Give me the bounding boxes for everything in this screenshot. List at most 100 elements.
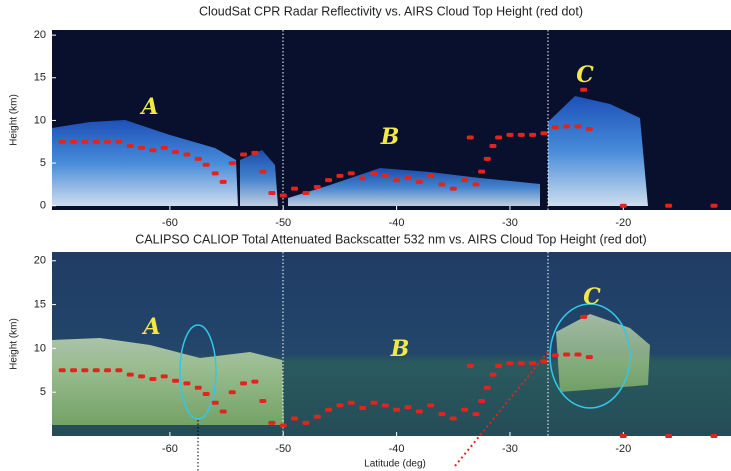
data-point xyxy=(115,368,123,373)
data-point xyxy=(393,178,401,183)
data-point xyxy=(415,409,423,414)
data-point xyxy=(489,372,497,377)
data-point xyxy=(427,173,435,178)
data-point xyxy=(219,179,227,184)
annotation: A xyxy=(141,314,160,340)
data-point xyxy=(495,363,503,368)
data-point xyxy=(381,403,389,408)
highlight-ellipse xyxy=(549,303,631,409)
data-point xyxy=(279,193,287,198)
data-point xyxy=(495,135,503,140)
data-point xyxy=(172,149,180,154)
data-point xyxy=(160,145,168,150)
data-point xyxy=(126,372,134,377)
data-point xyxy=(325,407,333,412)
radar-cloud xyxy=(548,96,648,206)
data-point xyxy=(81,139,89,144)
chart-title: CloudSat CPR Radar Reflectivity vs. AIRS… xyxy=(199,4,583,18)
data-point xyxy=(291,416,299,421)
data-point xyxy=(466,135,474,140)
data-point xyxy=(58,139,66,144)
data-point xyxy=(138,374,146,379)
x-tick-label: -20 xyxy=(615,217,631,229)
data-point xyxy=(202,391,210,396)
data-point xyxy=(138,145,146,150)
data-point xyxy=(279,423,287,428)
data-point xyxy=(370,171,378,176)
data-point xyxy=(466,363,474,368)
y-tick-label: 0 xyxy=(40,200,46,212)
data-point xyxy=(160,374,168,379)
data-point xyxy=(58,368,66,373)
data-point xyxy=(478,169,486,174)
data-point xyxy=(202,162,210,167)
data-point xyxy=(219,409,227,414)
data-point xyxy=(449,186,457,191)
data-point xyxy=(404,175,412,180)
data-point xyxy=(149,377,157,382)
data-point xyxy=(393,407,401,412)
data-point xyxy=(483,385,491,390)
data-point xyxy=(104,368,112,373)
y-tick-label: 10 xyxy=(34,342,46,354)
data-point xyxy=(347,171,355,176)
data-point xyxy=(574,124,582,129)
data-point xyxy=(438,412,446,417)
data-point xyxy=(506,132,514,137)
x-tick-label: -20 xyxy=(615,443,631,455)
x-tick-label: -60 xyxy=(162,217,178,229)
annotation: C xyxy=(583,284,601,310)
data-point xyxy=(259,398,267,403)
data-point xyxy=(81,368,89,373)
data-point xyxy=(194,385,202,390)
data-point xyxy=(483,156,491,161)
data-point xyxy=(710,203,718,208)
data-point xyxy=(563,124,571,129)
data-point xyxy=(517,132,525,137)
y-tick-label: 10 xyxy=(34,114,46,126)
data-point xyxy=(415,179,423,184)
x-tick-label: -40 xyxy=(389,217,405,229)
data-point xyxy=(228,390,236,395)
data-point xyxy=(240,152,248,157)
data-point xyxy=(336,173,344,178)
data-point xyxy=(665,203,673,208)
data-point xyxy=(92,139,100,144)
data-point xyxy=(472,412,480,417)
data-point xyxy=(478,398,486,403)
data-point xyxy=(489,144,497,149)
lidar-cloud xyxy=(52,338,284,425)
data-point xyxy=(259,169,267,174)
data-point xyxy=(251,379,259,384)
data-point xyxy=(404,405,412,410)
annotation: B xyxy=(380,124,400,150)
data-point xyxy=(563,352,571,357)
highlight-ellipse xyxy=(179,324,217,420)
data-point xyxy=(313,184,321,189)
data-point xyxy=(126,144,134,149)
data-point xyxy=(183,381,191,386)
data-point xyxy=(438,182,446,187)
data-point xyxy=(104,139,112,144)
data-point xyxy=(194,156,202,161)
data-point xyxy=(70,368,78,373)
x-tick-label: -30 xyxy=(502,443,518,455)
x-tick-label: -60 xyxy=(162,443,178,455)
data-point xyxy=(619,203,627,208)
data-point xyxy=(540,359,548,364)
data-point xyxy=(517,361,525,366)
y-tick-label: 20 xyxy=(34,29,46,41)
y-tick-label: 20 xyxy=(34,255,46,267)
data-point xyxy=(325,178,333,183)
y-axis-label: Height (km) xyxy=(9,94,20,146)
data-point xyxy=(92,368,100,373)
data-point xyxy=(574,352,582,357)
data-point xyxy=(268,190,276,195)
x-axis-label: Latitude (deg) xyxy=(364,459,426,470)
data-point xyxy=(427,403,435,408)
data-point xyxy=(619,434,627,438)
data-point xyxy=(251,150,259,155)
data-point xyxy=(268,420,276,425)
data-point xyxy=(506,361,514,366)
